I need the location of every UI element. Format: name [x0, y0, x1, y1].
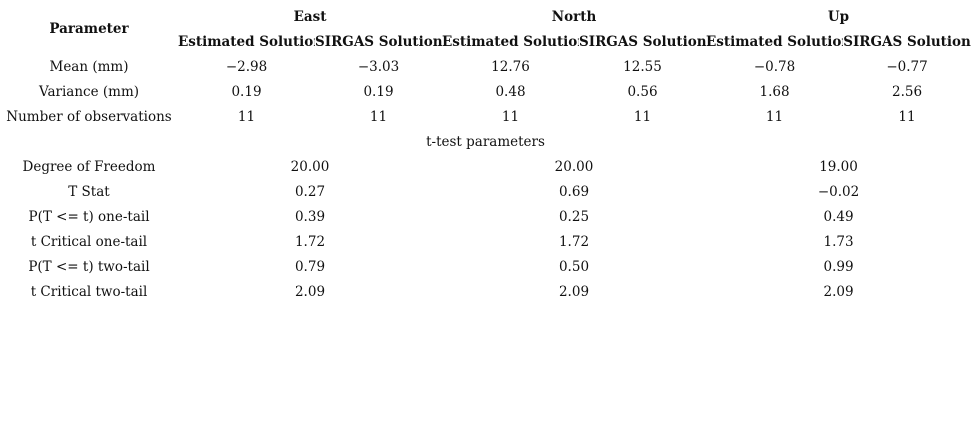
table-cell: 0.50: [558, 258, 590, 275]
table-cell: 11: [633, 108, 652, 125]
table-cell: 1.72: [558, 233, 590, 250]
table-cell: 1.68: [759, 83, 790, 100]
group-header-north: North: [551, 8, 597, 25]
row-label: Mean (mm): [49, 58, 129, 75]
table-cell: 0.56: [627, 83, 658, 100]
table-cell: 0.25: [558, 208, 590, 225]
header-row-groups: Parameter East North Up: [0, 4, 971, 38]
table-row: P(T <= t) one-tail 0.39 0.25 0.49: [0, 204, 971, 229]
table-row: P(T <= t) two-tail 0.79 0.50 0.99: [0, 254, 971, 279]
table-cell: 11: [369, 108, 388, 125]
table-row: Degree of Freedom 20.00 20.00 19.00: [0, 154, 971, 179]
table-row: Mean (mm) −2.98 −3.03 12.76 12.55 −0.78 …: [0, 54, 971, 79]
table-cell: 2.09: [558, 283, 590, 300]
table-cell: −3.03: [357, 58, 400, 75]
row-label: t Critical two-tail: [30, 283, 148, 300]
table-cell: 20.00: [290, 158, 330, 175]
subcolumn-header: Estimated Solution: [706, 33, 844, 50]
table-cell: 0.48: [495, 83, 526, 100]
table-cell: 0.99: [823, 258, 854, 275]
table-cell: −0.02: [817, 183, 860, 200]
table-cell: −2.98: [225, 58, 268, 75]
table-cell: 11: [501, 108, 520, 125]
table-row: Variance (mm) 0.19 0.19 0.48 0.56 1.68 2…: [0, 79, 971, 104]
table-cell: 11: [898, 108, 916, 125]
table-cell: −0.78: [753, 58, 796, 75]
row-label: T Stat: [68, 183, 110, 200]
group-header-up: Up: [827, 8, 850, 25]
table-cell: 0.19: [231, 83, 262, 100]
row-label: Variance (mm): [38, 83, 140, 100]
table-row: Number of observations 11 11 11 11 11 11: [0, 104, 971, 129]
table-cell: 0.69: [558, 183, 590, 200]
parameter-header: Parameter: [49, 21, 129, 37]
table-cell: 11: [237, 108, 256, 125]
table-cell: 2.09: [823, 283, 854, 300]
table-cell: 0.19: [363, 83, 394, 100]
statistics-table: Parameter East North Up Estimated Soluti…: [0, 4, 971, 304]
subcolumn-header: Estimated Solution: [442, 33, 579, 50]
subcolumn-header: SIRGAS Solution: [315, 33, 442, 50]
row-label: Number of observations: [6, 108, 172, 125]
row-label: t Critical one-tail: [30, 233, 148, 250]
table-cell: 2.56: [891, 83, 923, 100]
table-cell: −0.77: [886, 58, 928, 75]
table-cell: 0.79: [294, 258, 326, 275]
subcolumn-header: SIRGAS Solution: [843, 33, 971, 50]
row-label: P(T <= t) two-tail: [28, 258, 150, 275]
group-header-east: East: [293, 8, 327, 25]
subcolumn-header: SIRGAS Solution: [579, 33, 707, 50]
table-cell: 2.09: [294, 283, 326, 300]
table-cell: 12.76: [491, 58, 530, 75]
table-row: t Critical one-tail 1.72 1.72 1.73: [0, 229, 971, 254]
section-title: t-test parameters: [426, 133, 545, 150]
table-row: T Stat 0.27 0.69 −0.02: [0, 179, 971, 204]
header-row-subcolumns: Estimated Solution SIRGAS Solution Estim…: [0, 29, 971, 54]
row-label: Degree of Freedom: [22, 158, 156, 175]
section-row: t-test parameters: [0, 129, 971, 154]
table-cell: 0.39: [294, 208, 326, 225]
table-cell: 11: [765, 108, 784, 125]
table-cell: 20.00: [554, 158, 594, 175]
table-cell: 19.00: [819, 158, 858, 175]
row-label: P(T <= t) one-tail: [28, 208, 150, 225]
table-cell: 0.27: [294, 183, 326, 200]
table-cell: 0.49: [823, 208, 854, 225]
table-cell: 1.72: [294, 233, 326, 250]
table-cell: 1.73: [823, 233, 854, 250]
subcolumn-header: Estimated Solution: [178, 33, 315, 50]
table-row: t Critical two-tail 2.09 2.09 2.09: [0, 279, 971, 304]
table-cell: 12.55: [623, 58, 662, 75]
